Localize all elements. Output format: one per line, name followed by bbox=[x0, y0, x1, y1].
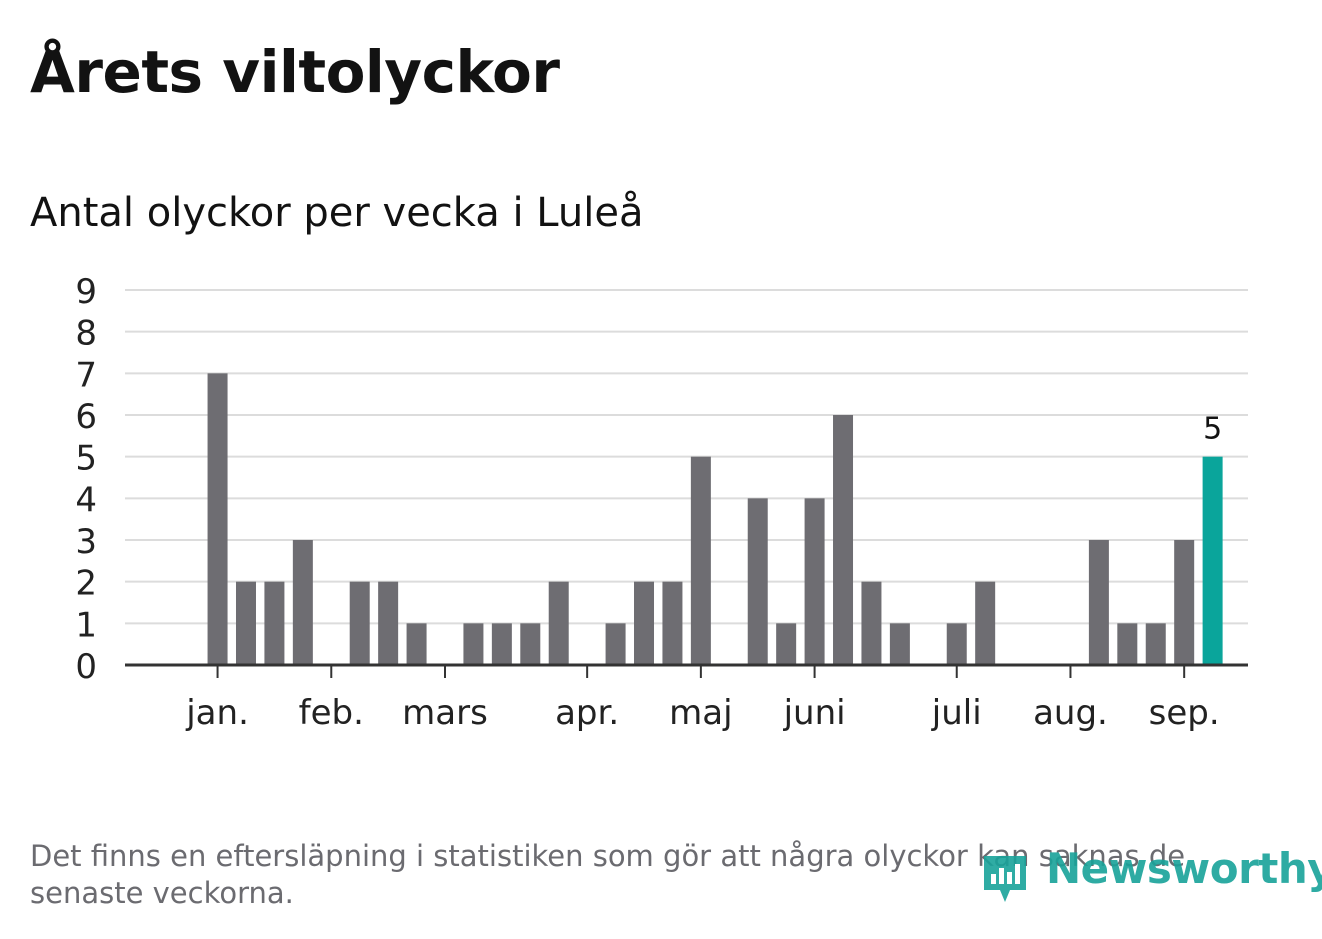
x-tick-label: aug. bbox=[1033, 693, 1108, 733]
bar bbox=[889, 623, 910, 665]
bar bbox=[776, 623, 797, 665]
y-tick-label: 7 bbox=[75, 355, 97, 395]
bar bbox=[1145, 623, 1166, 665]
y-tick-label: 8 bbox=[75, 314, 97, 354]
y-tick-label: 2 bbox=[75, 564, 97, 604]
newsworthy-logo-text: Newsworthy bbox=[1046, 844, 1322, 893]
x-tick-label: juli bbox=[931, 693, 982, 733]
bar bbox=[662, 581, 683, 665]
bar bbox=[747, 498, 768, 665]
bar bbox=[520, 623, 541, 665]
bar bbox=[235, 581, 256, 665]
y-tick-label: 5 bbox=[75, 439, 97, 479]
bar bbox=[804, 498, 825, 665]
x-tick-label: juni bbox=[783, 693, 846, 733]
bar bbox=[463, 623, 484, 665]
bar bbox=[861, 581, 882, 665]
bar bbox=[1088, 540, 1109, 665]
x-tick-label: mars bbox=[402, 693, 488, 733]
bar bbox=[946, 623, 967, 665]
y-tick-label: 0 bbox=[75, 647, 97, 687]
bar bbox=[833, 415, 854, 665]
x-tick-label: maj bbox=[669, 693, 732, 733]
bar bbox=[349, 581, 370, 665]
bar bbox=[634, 581, 655, 665]
bar bbox=[292, 540, 313, 665]
x-tick-label: feb. bbox=[299, 693, 364, 733]
y-tick-label: 4 bbox=[75, 480, 97, 520]
chart-subtitle: Antal olyckor per vecka i Luleå bbox=[30, 190, 644, 236]
x-tick-label: jan. bbox=[185, 693, 249, 733]
bar bbox=[264, 581, 285, 665]
x-tick-label: sep. bbox=[1149, 693, 1220, 733]
grid-lines bbox=[125, 289, 1248, 625]
highlight-bar bbox=[1202, 456, 1223, 665]
y-tick-label: 1 bbox=[75, 605, 97, 645]
newsworthy-logo: Newsworthy bbox=[980, 842, 1322, 912]
chart-title: Årets viltolyckor bbox=[30, 38, 560, 106]
bar bbox=[491, 623, 512, 665]
y-tick-label: 9 bbox=[75, 272, 97, 312]
bar bbox=[548, 581, 569, 665]
bar bbox=[1174, 540, 1195, 665]
highlight-data-label: 5 bbox=[1203, 412, 1222, 447]
x-tick-label: apr. bbox=[555, 693, 619, 733]
data-labels: 5 bbox=[1203, 412, 1222, 447]
bar bbox=[406, 623, 427, 665]
bar bbox=[1117, 623, 1138, 665]
y-tick-label: 6 bbox=[75, 397, 97, 437]
newsworthy-logo-icon bbox=[984, 856, 1026, 902]
bar bbox=[975, 581, 996, 665]
bar bbox=[378, 581, 399, 665]
bars bbox=[207, 373, 1223, 665]
bar bbox=[690, 456, 711, 665]
bar bbox=[207, 373, 228, 665]
x-axis: jan. feb. mars apr. maj juni juli aug. sep. bbox=[125, 663, 1248, 733]
bar bbox=[605, 623, 626, 665]
y-tick-label: 3 bbox=[75, 522, 97, 562]
